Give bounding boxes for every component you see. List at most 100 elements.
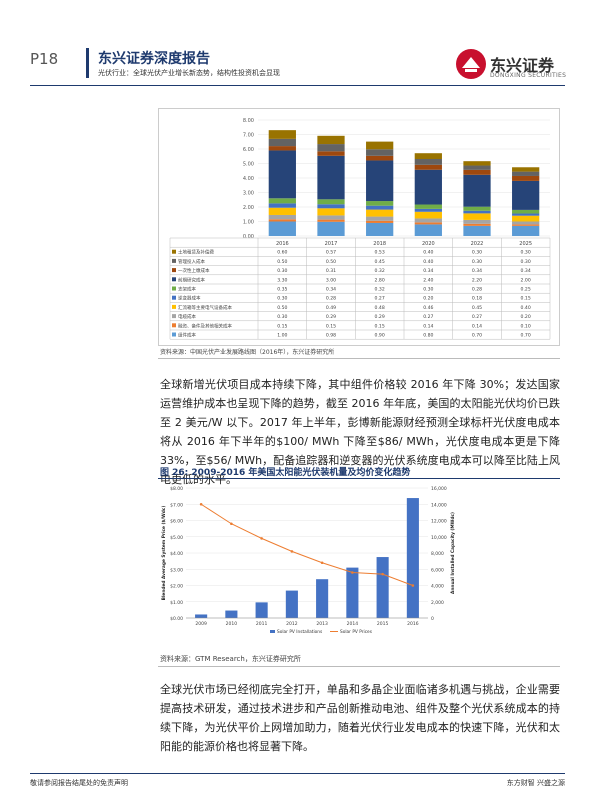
y-left-axis-label: Blended Average System Price ($/Wdc)	[161, 506, 167, 601]
table-cell: 0.34	[521, 268, 531, 274]
table-cell: 0.90	[375, 333, 385, 339]
table-cell: 2.40	[423, 277, 433, 283]
y-tick-label: 1.00	[243, 220, 254, 226]
bar-segment	[317, 208, 345, 216]
table-cell: 0.30	[423, 287, 433, 293]
bar-segment	[268, 203, 296, 208]
bar-segment	[463, 213, 491, 220]
table-cell: 1.00	[277, 333, 287, 339]
table-cell: 0.45	[375, 259, 385, 265]
table-cell: 0.28	[326, 296, 336, 302]
bar-segment	[317, 135, 345, 145]
y-right-tick: 8,000	[431, 551, 444, 557]
bar-segment	[512, 171, 540, 176]
table-cell: 0.14	[472, 323, 482, 329]
header-divider	[86, 48, 89, 78]
y-tick-label: 6.00	[243, 147, 254, 153]
table-cell: 0.46	[423, 305, 433, 311]
table-cell: 0.98	[326, 333, 336, 339]
bar-segment	[414, 159, 442, 165]
price-line	[200, 503, 414, 586]
y-tick-label: 8.00	[243, 118, 254, 124]
table-cell: 0.27	[472, 314, 482, 320]
legend-swatch	[172, 286, 176, 291]
table-cell: 0.34	[423, 268, 433, 274]
x-tick-label: 2017	[325, 241, 338, 247]
y-right-axis-label: Annual Installed Capacity (MWdc)	[450, 512, 456, 594]
x-tick-label: 2025	[519, 241, 532, 247]
bar-segment	[512, 180, 540, 210]
figure2-top-rule	[158, 478, 560, 479]
legend-swatch	[172, 314, 176, 319]
bar-segment	[268, 130, 296, 139]
report-subtitle: 光伏行业：全球光伏产业增长新态势，结构性投资机会显现	[98, 69, 280, 77]
legend-label: 汇流箱等主要电气设备成本	[178, 304, 232, 311]
y-left-tick: $0.00	[170, 616, 183, 622]
figure2-bottom-rule	[158, 666, 560, 667]
legend-label: 组件成本	[178, 332, 196, 339]
bar-segment	[268, 219, 296, 222]
bar-segment	[512, 167, 540, 172]
table-cell: 2.20	[472, 277, 482, 283]
bar-segment	[366, 155, 394, 161]
table-cell: 0.45	[472, 305, 482, 311]
legend-label: 管理投入成本	[178, 258, 205, 265]
body-paragraph-2: 全球光伏市场已经彻底完全打开，单晶和多晶企业面临诸多机遇与挑战，企业需要提高技术…	[160, 683, 560, 753]
bar-segment	[268, 207, 296, 215]
bar-segment	[414, 222, 442, 225]
body-paragraph-1: 全球新增光伏项目成本持续下降，其中组件价格较 2016 年下降 30%；发达国家…	[160, 378, 560, 486]
y-tick-label: 0.00	[243, 234, 254, 240]
table-cell: 0.32	[375, 268, 385, 274]
bar-segment	[317, 219, 345, 222]
y-right-tick: 2,000	[431, 600, 444, 606]
y-left-tick: $1.00	[170, 600, 183, 606]
price-point	[381, 572, 384, 576]
bar-segment	[463, 219, 491, 224]
table-cell: 0.29	[375, 314, 385, 320]
y-right-tick: 14,000	[431, 502, 447, 508]
x-tick-label: 2010	[226, 621, 238, 627]
legend-swatch	[172, 304, 176, 309]
legend-swatch	[172, 249, 176, 254]
table-cell: 0.27	[423, 314, 433, 320]
bar-segment	[414, 164, 442, 170]
bar-segment	[366, 141, 394, 150]
bar-segment	[366, 209, 394, 217]
table-cell: 0.18	[472, 296, 482, 302]
bar-segment	[268, 138, 296, 147]
table-cell: 0.49	[326, 305, 336, 311]
y-right-tick: 16,000	[431, 486, 447, 492]
table-cell: 0.70	[472, 333, 482, 339]
table-cell: 0.48	[375, 305, 385, 311]
y-right-tick: 10,000	[431, 535, 447, 541]
bar-segment	[366, 149, 394, 156]
installation-bar	[346, 567, 359, 618]
bar-segment	[366, 201, 394, 206]
installation-bar	[255, 602, 268, 618]
y-right-tick: 4,000	[431, 584, 444, 590]
y-tick-label: 7.00	[243, 133, 254, 139]
x-tick-label: 2016	[407, 621, 419, 627]
legend-swatch	[172, 277, 176, 282]
table-cell: 2.00	[521, 277, 531, 283]
legend-swatch	[172, 268, 176, 273]
price-point	[411, 584, 415, 587]
table-cell: 0.80	[423, 333, 433, 339]
table-cell: 0.30	[472, 250, 482, 256]
bar-segment	[366, 205, 394, 210]
price-point	[320, 561, 324, 565]
bar-segment	[414, 224, 442, 236]
table-cell: 0.35	[277, 287, 287, 293]
legend-label: 逆变器成本	[178, 295, 201, 302]
table-cell: 0.30	[472, 259, 482, 265]
table-cell: 0.30	[277, 296, 287, 302]
bar-segment	[268, 221, 296, 236]
bar-segment	[512, 215, 540, 222]
price-point	[260, 537, 263, 540]
table-cell: 0.50	[277, 305, 287, 311]
legend-swatch	[172, 258, 176, 263]
page-number: P18	[30, 50, 59, 68]
x-tick-label: 2018	[373, 241, 386, 247]
bar-segment	[414, 218, 442, 223]
legend-label-installations: Solar PV Installations	[277, 629, 323, 635]
